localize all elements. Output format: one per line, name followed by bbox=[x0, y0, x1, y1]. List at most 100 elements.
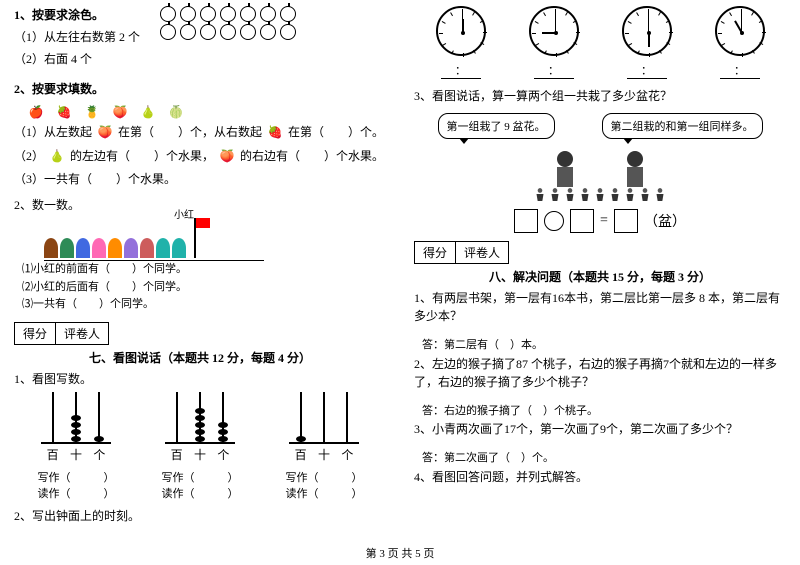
text: 的右边有（ ）个水果。 bbox=[240, 149, 384, 163]
pots-row bbox=[414, 187, 786, 201]
tick-mark bbox=[628, 43, 632, 46]
place-label: 十 bbox=[70, 446, 82, 463]
bead-icon bbox=[195, 422, 205, 428]
tick-mark bbox=[665, 20, 669, 23]
tick-mark bbox=[450, 12, 453, 16]
a3: 答：第二次画了（ ）个。 bbox=[422, 450, 786, 468]
apple-icon bbox=[180, 6, 196, 22]
tick-mark bbox=[669, 32, 673, 33]
tick-mark bbox=[666, 42, 670, 45]
minute-hand bbox=[555, 13, 556, 33]
readwrite-row: 写作（ ）读作（ ）写作（ ）读作（ ）写作（ ）读作（ ） bbox=[14, 469, 386, 501]
count-s3: ⑶一共有（ ）个同学。 bbox=[22, 296, 386, 314]
child-icon bbox=[545, 147, 585, 187]
speech-bubble-1: 第一组栽了 9 盆花。 bbox=[438, 113, 555, 139]
pear-icon: 🍐 bbox=[138, 102, 158, 122]
hour-hand bbox=[542, 32, 556, 34]
kid-icon bbox=[124, 238, 138, 258]
minute-hand bbox=[462, 13, 463, 33]
abacus-row: 百十个百十个百十个 bbox=[14, 394, 386, 463]
a1: 答：第二层有（ ）本。 bbox=[422, 337, 786, 355]
tick-mark bbox=[742, 53, 743, 57]
equation-row: = （盆） bbox=[414, 209, 786, 233]
operator-circle bbox=[544, 211, 564, 231]
abacus-rod bbox=[300, 392, 302, 442]
blank-box bbox=[570, 209, 594, 233]
abacus-title: 1、看图写数。 bbox=[14, 370, 386, 388]
abacus-rod bbox=[323, 392, 325, 442]
place-label: 十 bbox=[318, 446, 330, 463]
unit-label: （盆） bbox=[644, 211, 686, 231]
equals-sign: = bbox=[600, 213, 608, 229]
peach-icon: 🍑 bbox=[110, 102, 130, 122]
bead-icon bbox=[218, 422, 228, 428]
score-box: 得分 评卷人 bbox=[414, 241, 509, 264]
peach-icon: 🍑 bbox=[217, 146, 237, 166]
tick-mark bbox=[566, 50, 569, 54]
tick-mark bbox=[543, 12, 546, 16]
bead-icon bbox=[71, 422, 81, 428]
tick-mark bbox=[627, 21, 631, 24]
time-blank: ： bbox=[441, 62, 481, 79]
abacus-frame bbox=[165, 394, 235, 444]
page-footer: 第 3 页 共 5 页 bbox=[0, 545, 800, 561]
tick-mark bbox=[463, 53, 464, 57]
bead-icon bbox=[296, 436, 306, 442]
write-label: 写作（ ） bbox=[286, 469, 363, 485]
tick-mark bbox=[473, 50, 476, 54]
p3: 3、小青两次画了17个，第一次画了9个，第二次画了多少个？ bbox=[414, 420, 786, 438]
minute-hand bbox=[741, 13, 742, 33]
speech-row: 第一组栽了 9 盆花。 第二组栽的和第一组同样多。 bbox=[414, 113, 786, 139]
tick-mark bbox=[720, 21, 724, 24]
q2-sub3: （3）一共有（ ）个水果。 bbox=[14, 170, 386, 188]
apple-icon bbox=[160, 24, 176, 40]
pot-icon bbox=[534, 187, 546, 201]
apple-icon bbox=[260, 24, 276, 40]
tick-mark bbox=[649, 53, 650, 57]
text: 在第（ ）个。 bbox=[288, 125, 384, 139]
q2-sub2: （2） 🍐 的左边有（ ）个水果， 🍑 的右边有（ ）个水果。 bbox=[14, 146, 386, 166]
melon-icon: 🍈 bbox=[166, 102, 186, 122]
apple-icon bbox=[200, 6, 216, 22]
apple-icon bbox=[280, 6, 296, 22]
tick-mark bbox=[451, 50, 454, 54]
tick-mark bbox=[718, 33, 722, 34]
blank-box bbox=[614, 209, 638, 233]
apple-row bbox=[160, 24, 296, 40]
place-labels: 百十个 bbox=[41, 446, 111, 463]
apple-icon bbox=[220, 6, 236, 22]
bead-icon bbox=[195, 408, 205, 414]
xiaohong-label: 小红 bbox=[174, 206, 194, 221]
pot-icon bbox=[609, 187, 621, 201]
text: 在第（ ）个，从右数起 bbox=[118, 125, 262, 139]
pear-icon: 🍐 bbox=[47, 146, 67, 166]
kid-icon bbox=[140, 238, 154, 258]
read-label: 读作（ ） bbox=[286, 485, 363, 501]
tick-mark bbox=[573, 42, 577, 45]
q3-text: 3、看图说话，算一算两个组一共栽了多少盆花？ bbox=[414, 87, 786, 105]
kids-line bbox=[44, 218, 264, 261]
count-s1: ⑴小红的前面有（ ）个同学。 bbox=[22, 261, 386, 279]
score-box: 得分 评卷人 bbox=[14, 322, 109, 345]
colon: ： bbox=[455, 65, 466, 77]
apple-icon bbox=[220, 24, 236, 40]
tick-mark bbox=[721, 43, 725, 46]
tick-mark bbox=[759, 42, 763, 45]
score-label: 得分 bbox=[415, 242, 456, 263]
tick-mark bbox=[442, 43, 446, 46]
tick-mark bbox=[729, 12, 732, 16]
read-label: 读作（ ） bbox=[162, 485, 239, 501]
tick-mark bbox=[535, 43, 539, 46]
apple-grid bbox=[160, 6, 296, 42]
abacus-rod bbox=[52, 392, 54, 442]
kid-icon bbox=[44, 238, 58, 258]
tick-mark bbox=[480, 42, 484, 45]
pot-icon bbox=[654, 187, 666, 201]
kid-icon bbox=[172, 238, 186, 258]
place-label: 个 bbox=[93, 446, 105, 463]
clocks-row bbox=[414, 6, 786, 56]
flag-icon bbox=[194, 218, 196, 258]
tick-mark bbox=[555, 9, 556, 13]
kid-icon bbox=[76, 238, 90, 258]
pot-icon bbox=[624, 187, 636, 201]
